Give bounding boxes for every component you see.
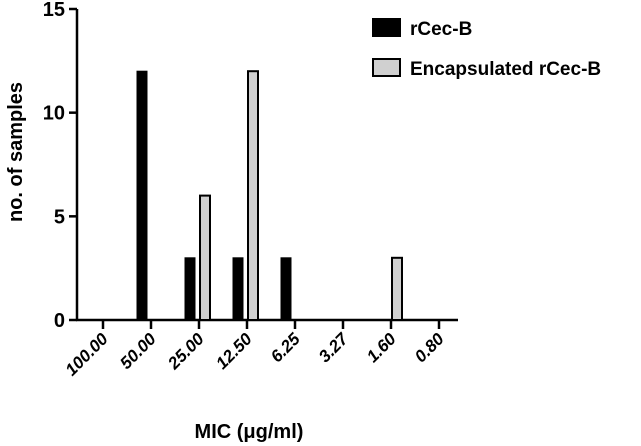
x-tick-label: 12.50	[212, 329, 256, 373]
x-tick-label: 50.00	[116, 329, 160, 373]
x-axis: 100.00 50.00 25.00 12.50 6.25 3.27 1.60 0.80	[62, 318, 458, 380]
x-tick-label: 0.80	[411, 329, 448, 366]
x-tick-label: 1.60	[363, 329, 400, 366]
bars	[136, 70, 403, 322]
bar-rcec-b	[232, 257, 244, 321]
legend-label: rCec-B	[410, 19, 472, 40]
y-axis: 0 5 10 15	[43, 0, 79, 332]
y-tick-label: 10	[43, 103, 65, 125]
x-tick-label: 100.00	[62, 329, 113, 380]
legend-label: Encapsulated rCec-B	[410, 59, 601, 80]
bar-encapsulated-rcec-b	[199, 194, 211, 322]
legend-swatch	[372, 58, 401, 77]
x-tick-label: 3.27	[315, 328, 353, 366]
legend-swatch	[372, 18, 401, 37]
bar-encapsulated-rcec-b	[391, 256, 403, 321]
bar-rcec-b	[184, 257, 196, 321]
bar-encapsulated-rcec-b	[247, 70, 259, 321]
x-axis-label: MIC (μg/ml)	[195, 421, 304, 443]
legend: rCec-B Encapsulated rCec-B	[372, 18, 601, 80]
y-tick-label: 15	[43, 0, 65, 21]
x-tick-label: 6.25	[267, 329, 304, 366]
y-tick-label: 5	[54, 206, 65, 228]
bar-rcec-b	[136, 70, 148, 321]
y-axis-label: no. of samples	[5, 82, 27, 222]
bar-rcec-b	[280, 257, 292, 321]
y-tick-label: 0	[54, 310, 65, 332]
x-tick-label: 25.00	[164, 329, 209, 374]
